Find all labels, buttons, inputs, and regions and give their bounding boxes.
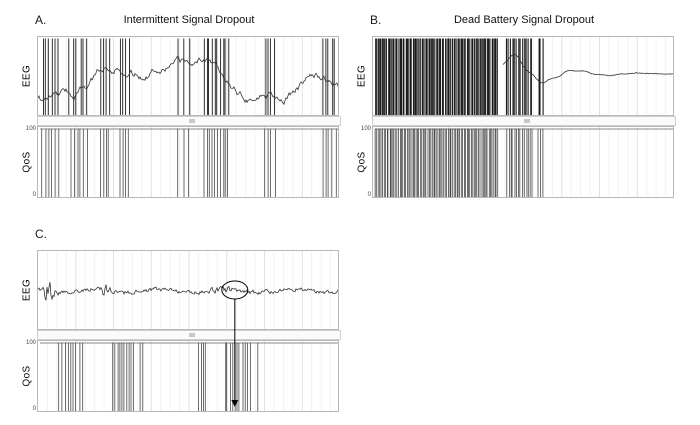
qos-max-tick-c: 100 [25, 340, 36, 346]
panel-c: C. EEG 100 QoS 0 [17, 224, 341, 412]
panel-a-label: A. [35, 13, 47, 27]
eeg-plot-a [37, 36, 339, 116]
eeg-axis-label-c: EEG [21, 278, 33, 302]
qos-max-tick-a: 100 [25, 126, 36, 132]
panel-b-label: B. [370, 13, 382, 27]
qos-axis-label-b: QoS [356, 151, 368, 173]
timeline-scrollbar-a [37, 116, 341, 126]
panel-b-title: Dead Battery Signal Dropout [453, 14, 595, 26]
eeg-plot-c [37, 250, 339, 330]
panel-b-header: B. Dead Battery Signal Dropout [352, 10, 676, 36]
panel-a: A. Intermittent Signal Dropout EEG 100 Q… [17, 10, 341, 198]
eeg-axis-label-b: EEG [356, 64, 368, 88]
scrollbar-thumb-b [524, 119, 530, 123]
qos-min-tick-a: 0 [32, 192, 36, 198]
qos-plot-c [37, 340, 339, 412]
qos-min-tick-c: 0 [32, 406, 36, 412]
panel-a-title: Intermittent Signal Dropout [123, 14, 255, 26]
panel-c-header: C. [17, 224, 341, 250]
panel-b: B. Dead Battery Signal Dropout EEG 100 Q… [352, 10, 676, 198]
panel-c-label: C. [35, 227, 47, 241]
timeline-scrollbar-b [372, 116, 676, 126]
qos-plot-b [372, 126, 674, 198]
qos-min-tick-b: 0 [367, 192, 371, 198]
timeline-scrollbar-c [37, 330, 341, 340]
scrollbar-thumb-a [189, 119, 195, 123]
scrollbar-thumb-c [189, 333, 195, 337]
qos-axis-label-c: QoS [21, 365, 33, 387]
qos-plot-a [37, 126, 339, 198]
eeg-axis-label-a: EEG [21, 64, 33, 88]
qos-axis-label-a: QoS [21, 151, 33, 173]
panel-a-header: A. Intermittent Signal Dropout [17, 10, 341, 36]
qos-max-tick-b: 100 [360, 126, 371, 132]
eeg-plot-b [372, 36, 674, 116]
